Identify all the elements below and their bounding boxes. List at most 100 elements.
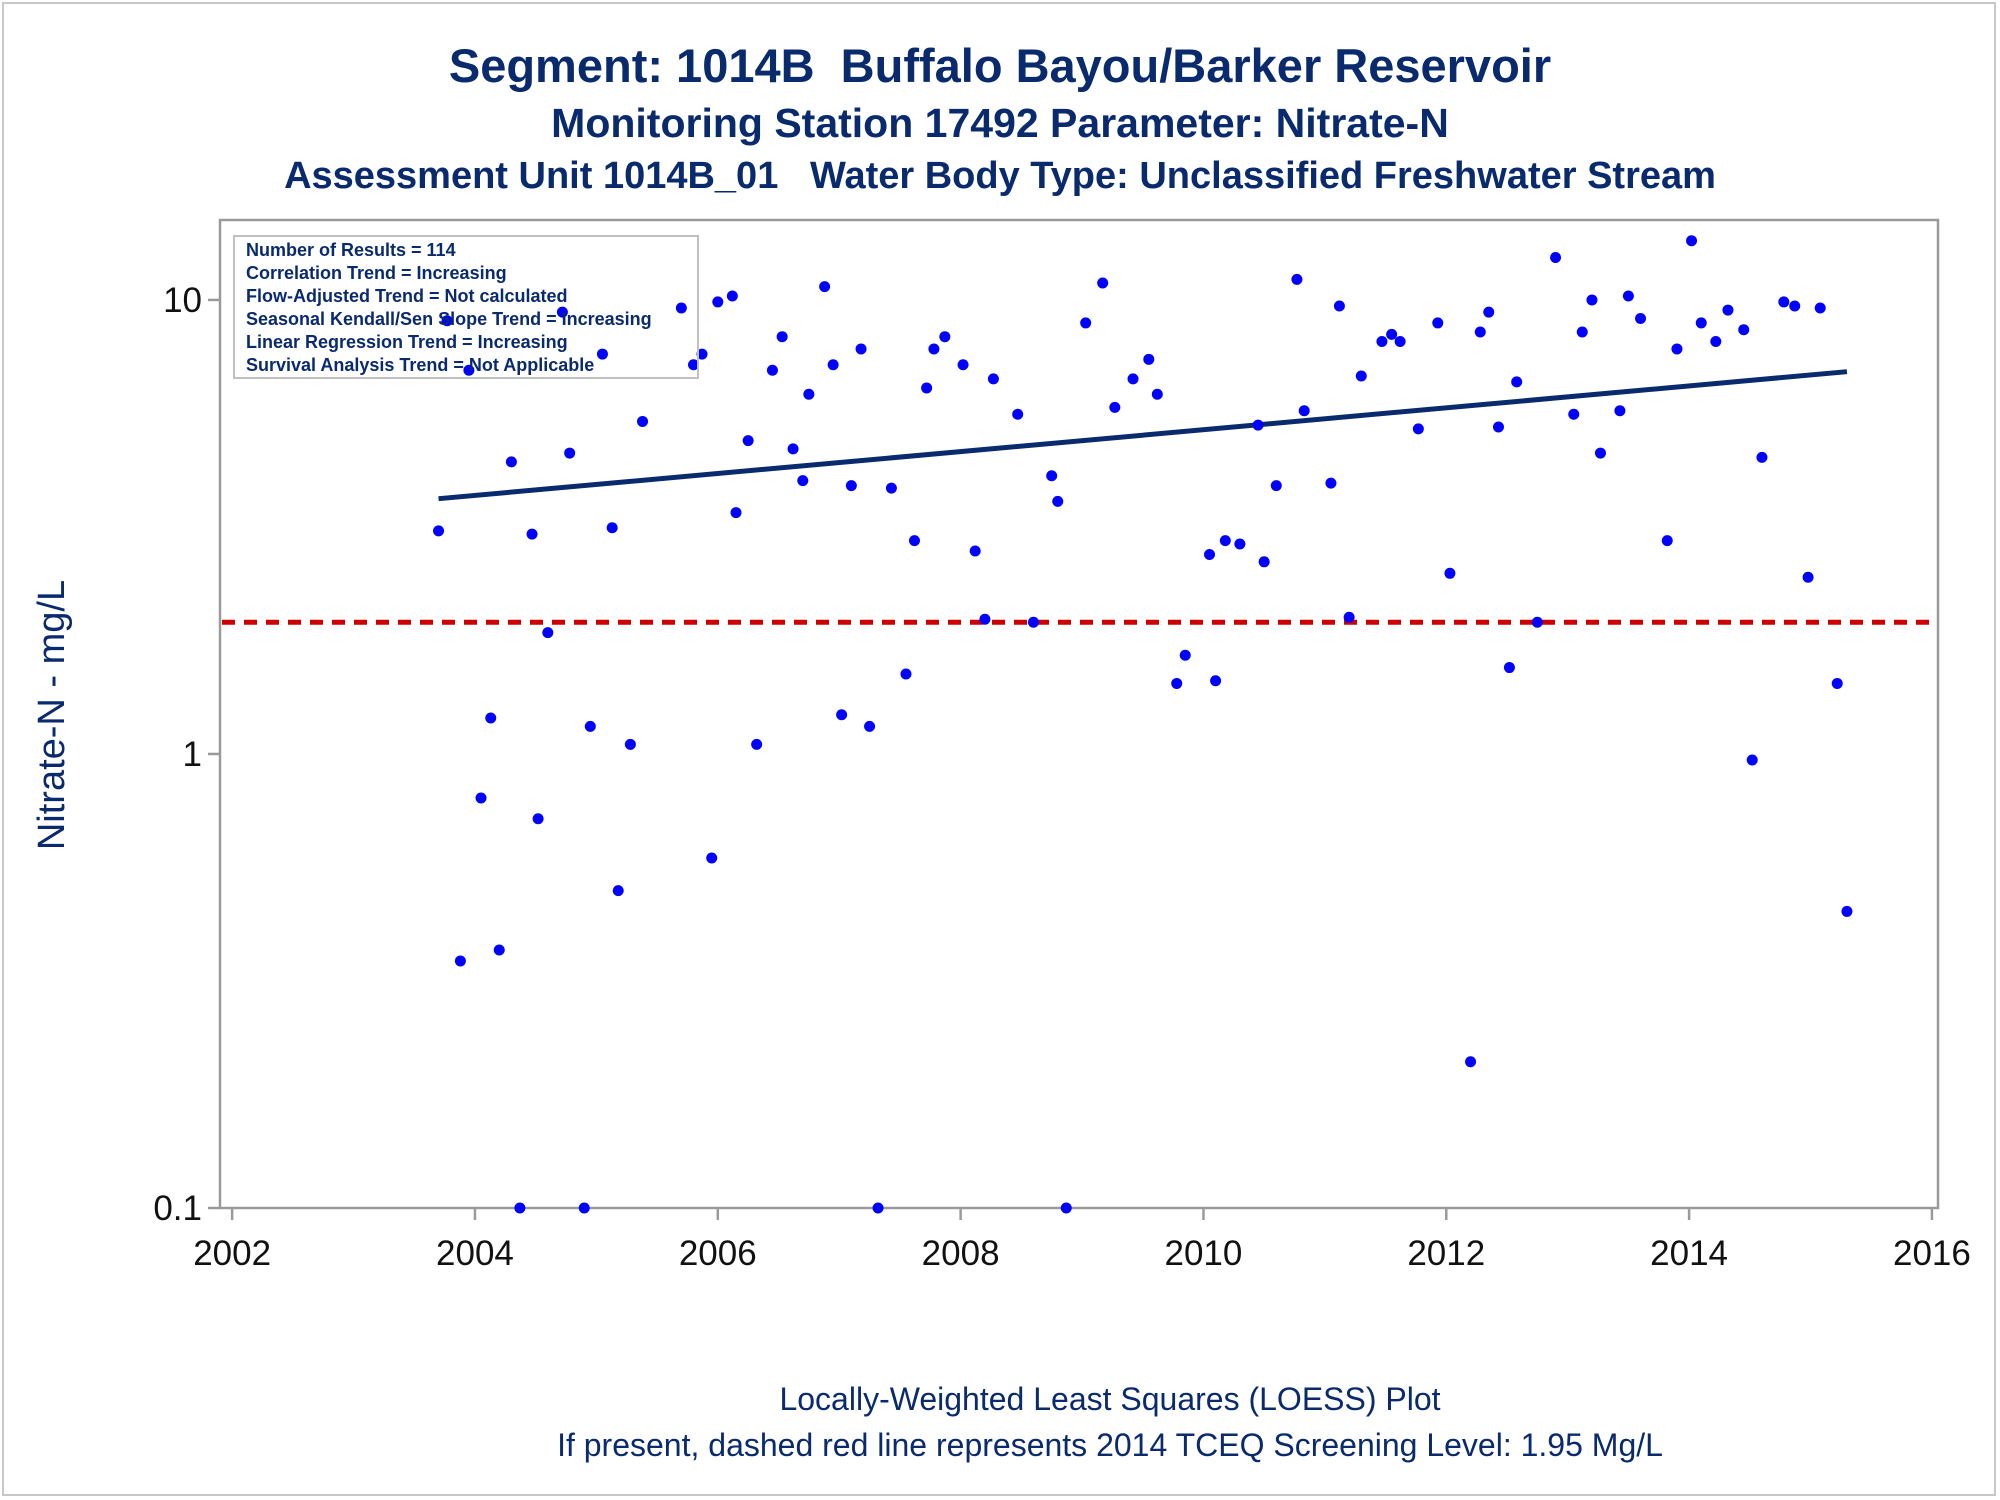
data-point (1568, 408, 1580, 420)
data-point (766, 364, 778, 376)
data-point (885, 482, 897, 494)
data-point (1738, 324, 1750, 336)
data-point (606, 522, 618, 534)
data-point (485, 712, 497, 724)
data-point (1298, 405, 1310, 417)
data-point (957, 359, 969, 371)
data-point (1695, 317, 1707, 329)
data-point (1325, 477, 1337, 489)
x-tick-label: 2002 (193, 1234, 271, 1273)
data-point (532, 813, 544, 825)
data-point (1444, 567, 1456, 579)
data-point (900, 668, 912, 680)
x-tick-label: 2006 (679, 1234, 757, 1273)
data-point (969, 545, 981, 557)
data-point (1831, 677, 1843, 689)
stats-box: Number of Results = 114 Correlation Trend… (233, 235, 699, 379)
data-point (1210, 675, 1222, 687)
data-point (624, 738, 636, 750)
x-tick-label: 2012 (1407, 1234, 1485, 1273)
y-tick-label: 10 (163, 281, 202, 320)
data-point (1635, 313, 1647, 325)
data-point (596, 348, 608, 360)
data-point (612, 885, 624, 897)
data-point (1503, 662, 1515, 674)
data-point (441, 315, 453, 327)
data-point (505, 456, 517, 468)
y-tick-label: 0.1 (153, 1189, 202, 1228)
stats-box-line: Survival Analysis Trend = Not Applicable (246, 355, 594, 375)
data-point (514, 1202, 526, 1214)
data-point (1333, 300, 1345, 312)
data-point (819, 281, 831, 293)
data-point (872, 1202, 884, 1214)
data-point (845, 480, 857, 492)
data-point (1046, 470, 1058, 482)
data-point (1814, 302, 1826, 314)
data-point (797, 475, 809, 487)
data-point (726, 290, 738, 302)
data-point (908, 535, 920, 547)
data-point (1376, 335, 1388, 347)
data-point (688, 359, 700, 371)
data-point (542, 627, 554, 639)
data-point (1179, 649, 1191, 661)
data-point (696, 348, 708, 360)
data-point (1550, 252, 1562, 264)
data-point (1614, 405, 1626, 417)
stats-box-line: Linear Regression Trend = Increasing (246, 332, 568, 352)
data-point (1143, 353, 1155, 365)
data-point (1483, 306, 1495, 318)
y-tick-label: 1 (183, 735, 202, 774)
data-point (1171, 677, 1183, 689)
data-point (1386, 328, 1398, 340)
data-point (928, 343, 940, 355)
data-point (578, 1202, 590, 1214)
data-point (987, 373, 999, 385)
data-point (1270, 480, 1282, 492)
data-point (1219, 535, 1231, 547)
data-point (1492, 421, 1504, 433)
x-tick-label: 2010 (1165, 1234, 1243, 1273)
data-point (1841, 905, 1853, 917)
y-axis-label: Nitrate-N - mg/L (31, 580, 73, 850)
data-point (1661, 535, 1673, 547)
data-point (1204, 549, 1216, 561)
data-point (1027, 616, 1039, 628)
data-point (1060, 1202, 1072, 1214)
data-point (827, 359, 839, 371)
plot-area (218, 218, 1940, 1210)
data-point (1576, 326, 1588, 338)
data-point (712, 296, 724, 308)
data-point (493, 944, 505, 956)
data-point (1474, 326, 1486, 338)
stats-box-line: Flow-Adjusted Trend = Not calculated (246, 286, 568, 306)
data-points (433, 235, 1853, 1214)
footnote-loess: Locally-Weighted Least Squares (LOESS) P… (779, 1381, 1441, 1417)
data-point (855, 343, 867, 355)
data-point (1746, 754, 1758, 766)
stats-box-line: Seasonal Kendall/Sen Slope Trend = Incre… (246, 309, 652, 329)
data-point (454, 955, 466, 967)
data-point (1343, 611, 1355, 623)
data-point (1252, 419, 1264, 431)
stats-box-border (233, 235, 699, 379)
data-point (1778, 296, 1790, 308)
stats-box-line: Correlation Trend = Increasing (246, 263, 507, 283)
axes: 2002 2004 2006 2008 2010 2012 2014 2016 0.1 1 10 (153, 281, 1971, 1273)
x-tick-label: 2004 (436, 1234, 514, 1273)
x-tick-label: 2016 (1893, 1234, 1971, 1273)
data-point (706, 852, 718, 864)
data-point (1355, 370, 1367, 382)
data-point (1756, 451, 1768, 463)
data-point (1127, 373, 1139, 385)
data-point (1722, 304, 1734, 316)
data-point (1258, 556, 1270, 568)
data-point (1671, 343, 1683, 355)
chart-title: Segment: 1014B Buffalo Bayou/Barker Rese… (448, 39, 1552, 92)
trend-line (438, 369, 1848, 502)
data-point (526, 528, 538, 540)
data-point (742, 435, 754, 447)
x-tick-label: 2014 (1650, 1234, 1728, 1273)
